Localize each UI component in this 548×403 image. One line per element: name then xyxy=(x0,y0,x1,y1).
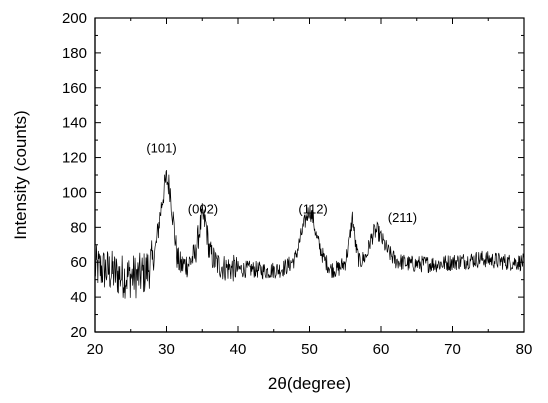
x-tick-label: 80 xyxy=(516,341,533,358)
plot-area xyxy=(94,17,525,333)
y-tick-label: 60 xyxy=(70,254,87,271)
peak-annotations: (101) (002) (112) (211) xyxy=(146,140,417,225)
x-tick-label: 30 xyxy=(158,341,175,358)
x-tick-label: 40 xyxy=(230,341,247,358)
y-tick-label: 20 xyxy=(70,324,87,341)
x-tick-label: 20 xyxy=(87,341,104,358)
y-tick-label: 100 xyxy=(62,184,87,201)
peak-label: (101) xyxy=(146,140,176,155)
series-line xyxy=(94,170,525,299)
x-tick-label: 60 xyxy=(373,341,390,358)
y-tick-label: 180 xyxy=(62,45,87,62)
y-tick-label: 200 xyxy=(62,10,87,27)
plot-frame xyxy=(94,17,525,333)
y-tick-label: 40 xyxy=(70,289,87,306)
x-axis-title: 2θ(degree) xyxy=(268,374,351,393)
tick-marks xyxy=(94,17,525,333)
x-tick-label: 50 xyxy=(301,341,318,358)
y-tick-label: 80 xyxy=(70,219,87,236)
y-axis-title: Intensity (counts) xyxy=(11,110,30,239)
peak-label: (211) xyxy=(388,210,417,225)
y-tick-label: 120 xyxy=(62,150,87,167)
y-tick-label: 140 xyxy=(62,115,87,132)
series-layer xyxy=(94,170,525,299)
peak-label: (002) xyxy=(188,201,218,216)
x-tick-label: 70 xyxy=(444,341,461,358)
peak-label: (112) xyxy=(298,201,327,216)
y-tick-label: 160 xyxy=(62,80,87,97)
tick-labels: 20 30 40 50 60 70 80 20 40 60 80 100 120 140 160 180 200 xyxy=(62,10,532,358)
